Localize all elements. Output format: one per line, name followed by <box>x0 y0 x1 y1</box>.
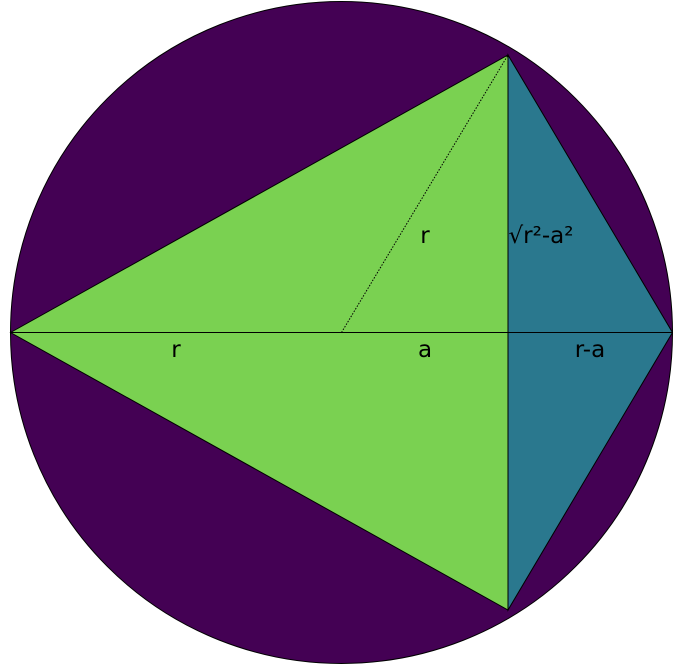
label-r-minus-a: r-a <box>575 337 605 363</box>
label-half-chord: √r²-a² <box>509 223 574 249</box>
label-slanted-radius: r <box>420 223 430 249</box>
label-left-radius: r <box>171 337 181 363</box>
label-segment-a: a <box>418 337 432 363</box>
